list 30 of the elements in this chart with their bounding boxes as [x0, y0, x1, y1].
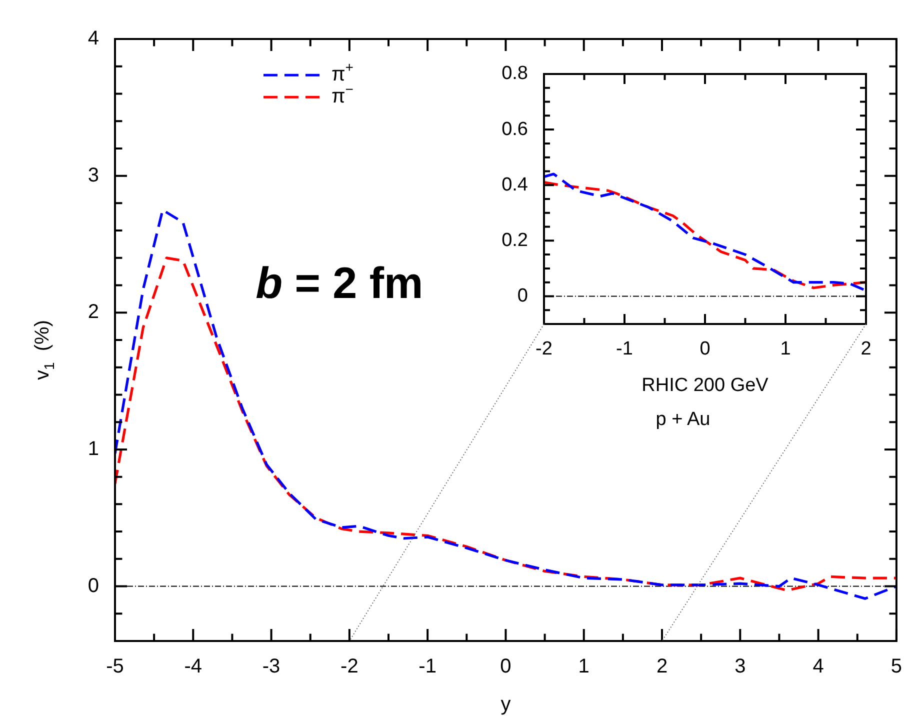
y-tick-label: 0.4	[502, 174, 528, 196]
x-tick-label: 2	[860, 338, 872, 360]
x-tick-label: 5	[890, 656, 902, 678]
x-tick-label: 1	[578, 656, 590, 678]
x-tick-label: -2	[340, 656, 358, 678]
x-tick-label: 0	[700, 338, 710, 360]
x-tick-label: -2	[536, 338, 552, 360]
x-tick-label: -1	[418, 656, 436, 678]
x-tick-label: -5	[106, 656, 124, 678]
y-tick-label: 0.2	[502, 230, 528, 251]
x-axis-title: y	[500, 694, 511, 716]
x-tick-label: -1	[616, 338, 633, 360]
annotation: p + Au	[656, 409, 710, 430]
y-tick-label: 0.6	[502, 118, 528, 140]
annotation: RHIC 200 GeV	[642, 375, 769, 396]
annotation: b = 2 fm	[256, 258, 424, 308]
y-tick-label: 3	[88, 164, 99, 186]
x-tick-label: 3	[734, 656, 746, 678]
y-tick-label: 0.8	[502, 63, 528, 84]
y-tick-label: 0	[88, 574, 99, 597]
x-tick-label: -4	[184, 656, 202, 678]
y-tick-label: 0	[517, 285, 528, 306]
y-tick-label: 1	[88, 438, 99, 460]
x-tick-label: 2	[656, 656, 668, 678]
y-axis-title: v1 (%)	[32, 320, 57, 380]
x-tick-label: 1	[780, 338, 791, 360]
y-tick-label: 4	[88, 28, 99, 50]
x-tick-label: -3	[262, 656, 280, 678]
y-tick-label: 2	[88, 301, 99, 324]
x-tick-label: 4	[812, 656, 824, 678]
